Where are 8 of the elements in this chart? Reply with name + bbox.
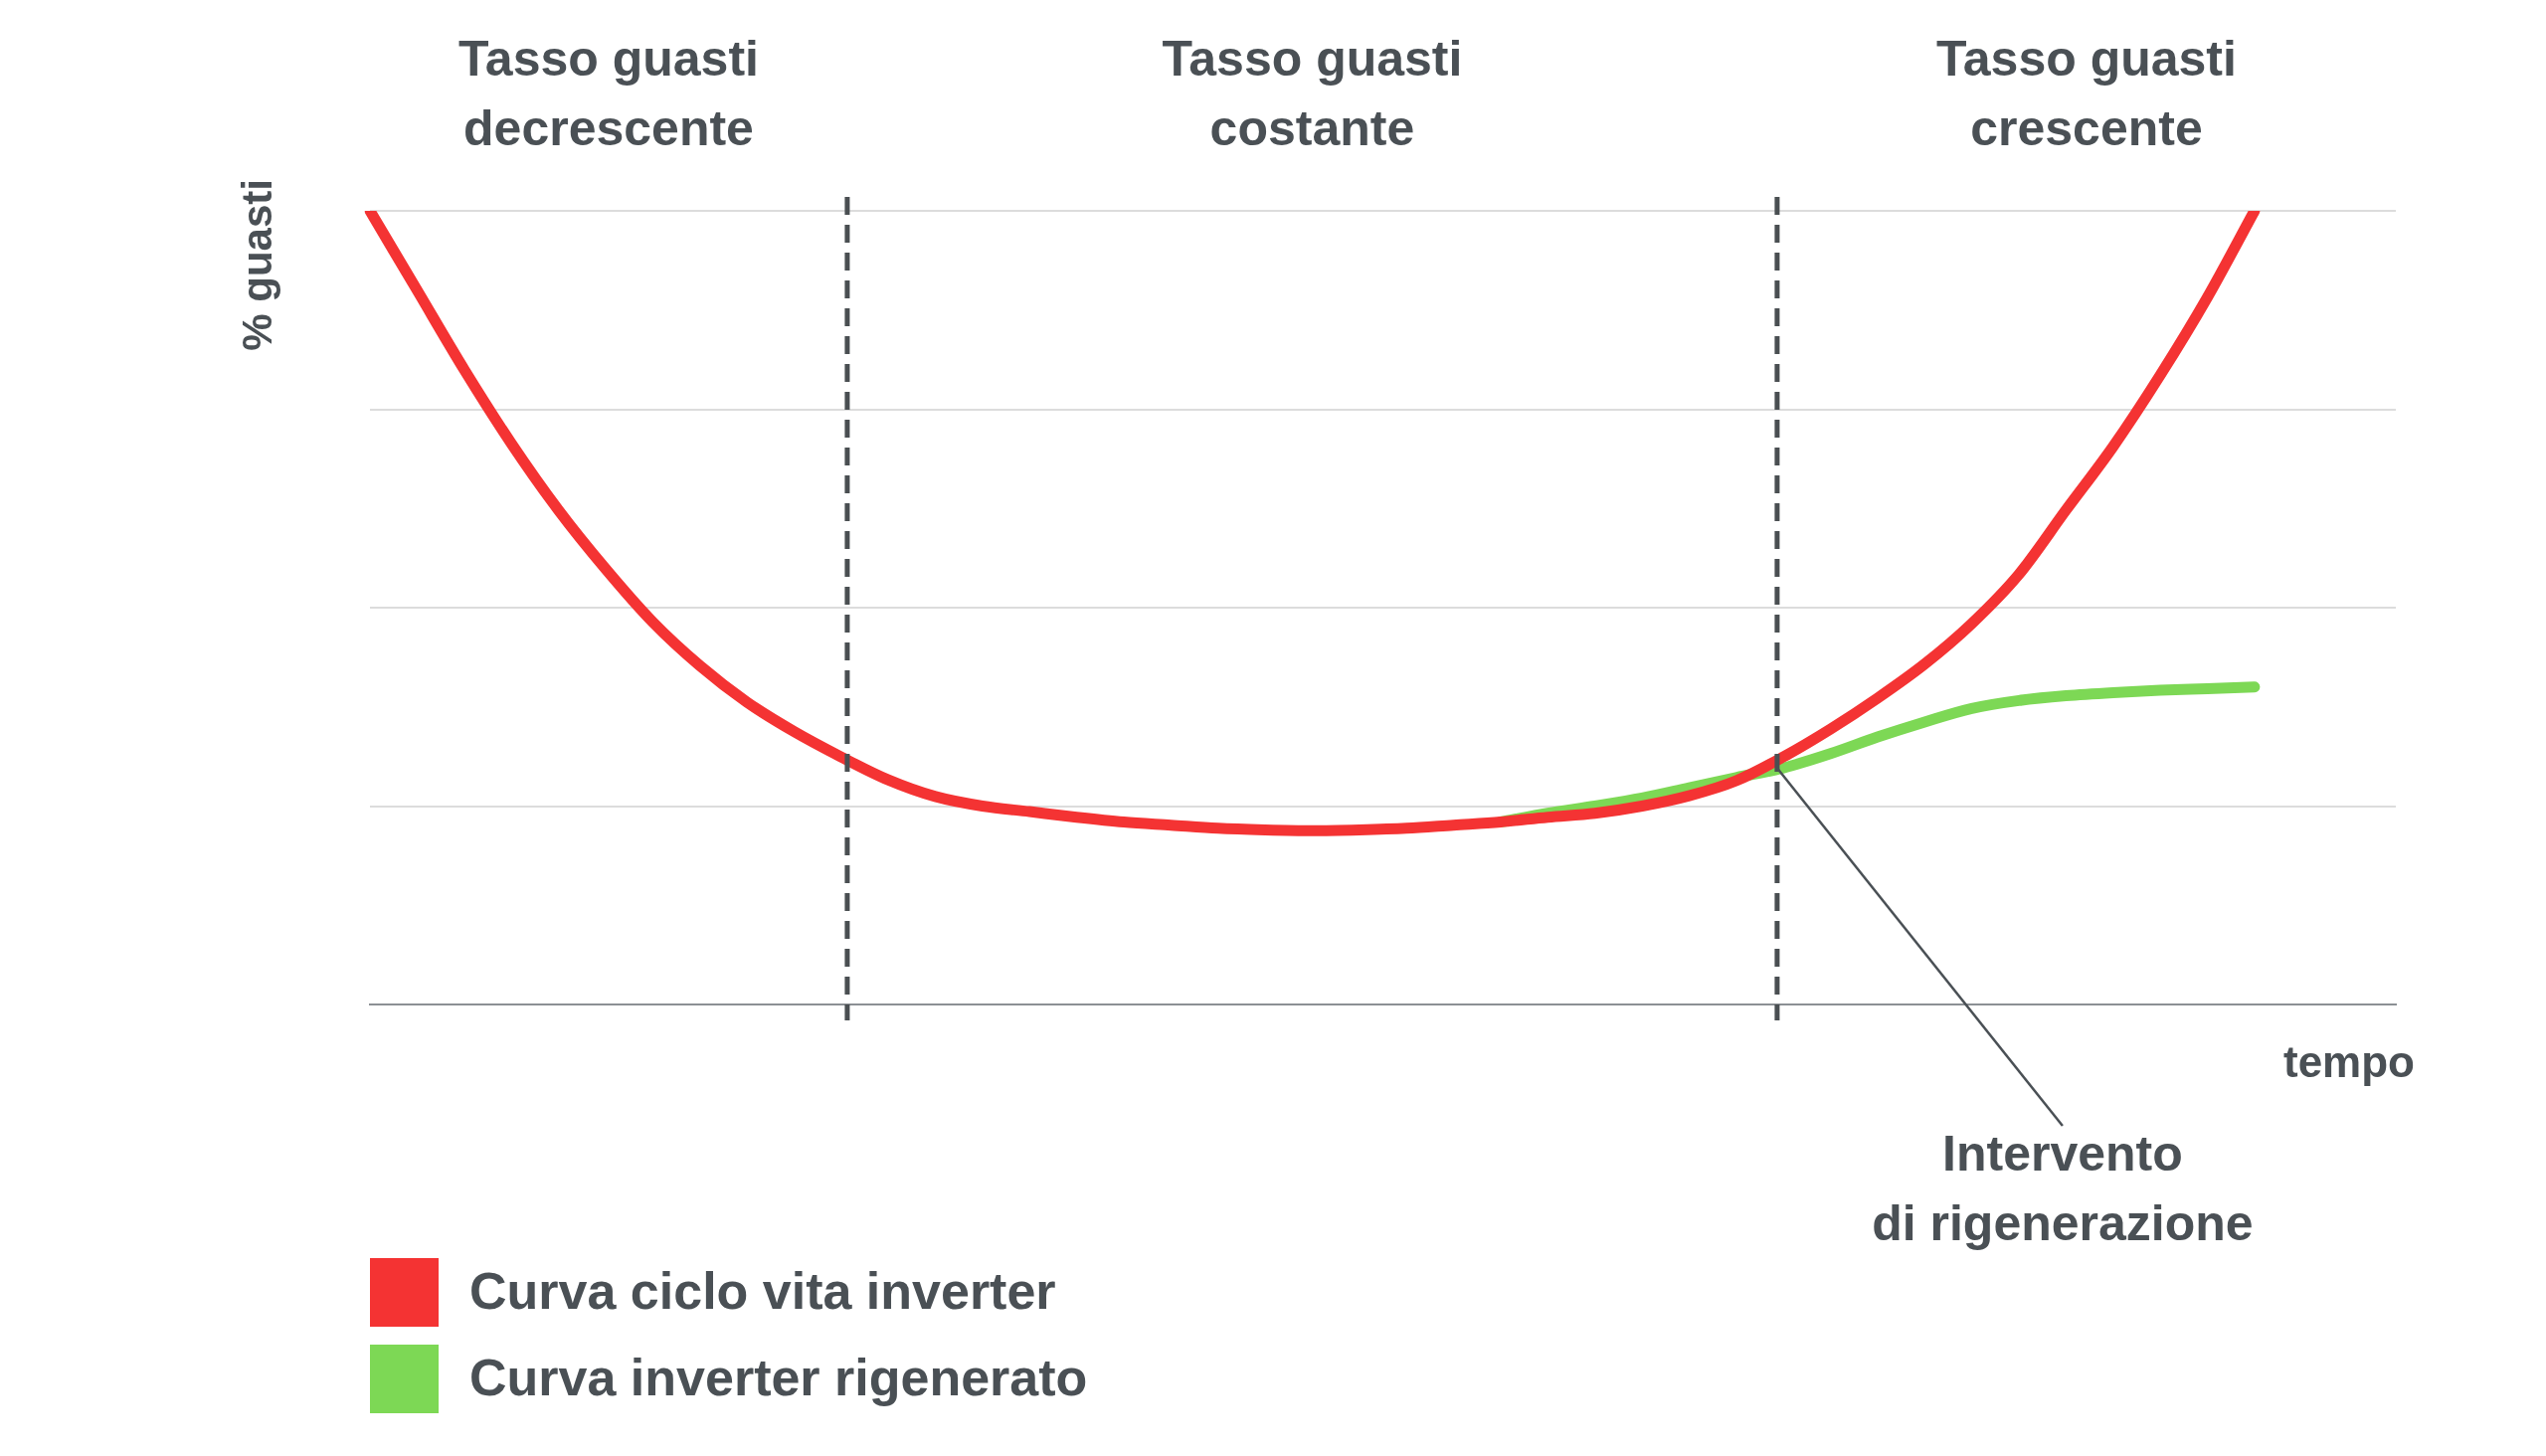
legend-label: Curva inverter rigenerato [469,1348,1088,1406]
y-axis-title: % guasti [233,179,280,351]
legend-label: Curva ciclo vita inverter [469,1261,1056,1320]
text: Intervento di rigenerazione [1872,1125,2254,1251]
text: Tasso guasti costante [1162,30,1463,156]
x-axis-title: tempo [2283,1037,2415,1087]
text: Tasso guasti decrescente [457,30,759,156]
text: Tasso guasti crescente [1935,30,2237,156]
